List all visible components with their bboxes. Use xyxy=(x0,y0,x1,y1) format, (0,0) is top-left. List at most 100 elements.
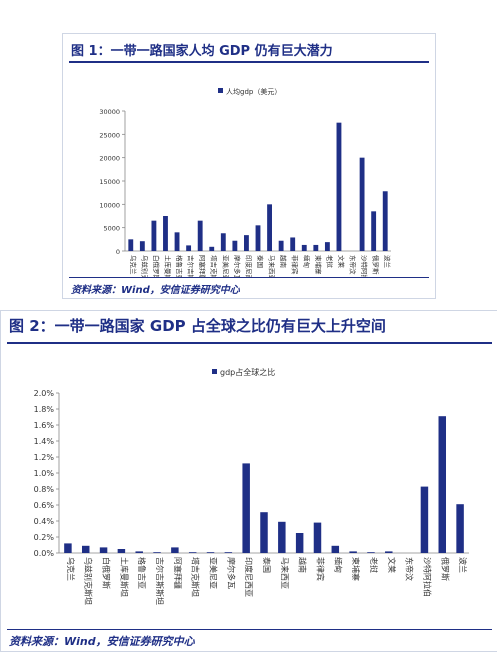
y-tick-label: 10000 xyxy=(99,201,120,209)
bar xyxy=(456,504,464,553)
category-label: 塔吉克斯坦 xyxy=(210,255,219,278)
y-tick-label: 1.6% xyxy=(34,421,55,430)
category-label: 格鲁吉亚 xyxy=(175,255,184,278)
bar xyxy=(359,157,365,251)
bar xyxy=(81,545,90,553)
category-label: 白俄罗斯 xyxy=(102,557,112,589)
source-rule xyxy=(69,277,429,278)
y-tick-label: 1.4% xyxy=(34,437,55,446)
category-label: 俄罗斯 xyxy=(440,557,450,581)
category-label: 越南 xyxy=(279,255,288,269)
bar xyxy=(349,551,357,553)
bar xyxy=(242,463,250,553)
bar xyxy=(209,246,215,251)
category-label: 缅甸 xyxy=(302,255,311,268)
bar xyxy=(117,549,126,553)
category-label: 白俄罗斯 xyxy=(152,255,161,278)
bar xyxy=(153,552,161,553)
category-label: 乌克兰 xyxy=(129,255,138,275)
category-label: 柬埔寨 xyxy=(314,255,323,275)
bar xyxy=(163,216,168,251)
y-tick-label: 5000 xyxy=(103,225,120,233)
category-label: 柬埔寨 xyxy=(351,557,361,581)
y-tick-label: 1.8% xyxy=(34,405,55,414)
bar xyxy=(128,239,134,251)
category-label: 文莱 xyxy=(387,557,397,573)
category-label: 阿塞拜疆 xyxy=(198,255,207,278)
chart-1-title: 图 1：一带一路国家人均 GDP 仍有巨大潜力 xyxy=(71,44,333,59)
bar xyxy=(244,235,249,251)
category-label: 格鲁吉亚 xyxy=(137,557,147,589)
bar xyxy=(371,211,377,251)
bar xyxy=(278,521,286,553)
bar xyxy=(224,552,233,553)
bar xyxy=(188,552,197,553)
category-label: 泰国 xyxy=(256,255,265,268)
category-label: 土库曼斯坦 xyxy=(163,255,172,278)
category-label: 老挝 xyxy=(325,255,334,269)
y-tick-label: 2.0% xyxy=(34,389,55,398)
chart-panel-1: 图 1：一带一路国家人均 GDP 仍有巨大潜力 人均gdp（美元） 0 5000 10… xyxy=(62,33,436,299)
y-tick-label: 30000 xyxy=(99,108,120,116)
bar xyxy=(197,220,203,251)
bar xyxy=(420,486,429,553)
legend: 人均gdp（美元） xyxy=(218,87,281,96)
bar xyxy=(336,122,342,251)
category-label: 东帝汶 xyxy=(349,255,358,275)
bar xyxy=(324,242,330,251)
category-label: 泰国 xyxy=(262,557,272,573)
bar xyxy=(260,512,268,553)
bar xyxy=(382,191,388,251)
bar xyxy=(64,543,72,553)
y-tick-label: 25000 xyxy=(99,131,120,139)
y-tick-label: 0.2% xyxy=(34,533,55,542)
category-label: 菲律宾 xyxy=(291,255,300,275)
category-label: 老挝 xyxy=(369,557,379,573)
y-tick-label: 0.6% xyxy=(34,501,55,510)
bar xyxy=(278,240,284,251)
category-label: 印度尼西亚 xyxy=(244,255,253,278)
bar xyxy=(206,552,215,553)
category-label: 沙特阿拉伯 xyxy=(422,557,432,597)
category-label: 塔吉克斯坦 xyxy=(191,557,201,597)
bar xyxy=(186,245,192,251)
bar xyxy=(174,232,180,251)
bar xyxy=(313,244,319,251)
bar xyxy=(232,240,238,251)
category-label: 缅甸 xyxy=(333,557,343,573)
category-label: 越南 xyxy=(298,557,308,573)
category-label: 俄罗斯 xyxy=(372,255,381,275)
bar xyxy=(295,533,304,553)
title-rule xyxy=(69,61,429,63)
y-tick-label: 0 xyxy=(116,248,120,256)
category-label: 马来西亚 xyxy=(268,255,276,278)
legend-label: gdp占全球之比 xyxy=(220,367,275,377)
chart-2-title: 图 2：一带一路国家 GDP 占全球之比仍有巨大上升空间 xyxy=(9,317,386,335)
category-label: 亚美尼亚 xyxy=(209,557,219,589)
bar xyxy=(255,225,261,251)
bar xyxy=(331,545,340,553)
category-label: 波兰 xyxy=(458,557,468,573)
y-tick-label: 0.8% xyxy=(34,485,55,494)
category-label: 土库曼斯坦 xyxy=(119,557,129,597)
bar xyxy=(151,220,157,251)
bar xyxy=(99,547,108,553)
chart-panel-2: 图 2：一带一路国家 GDP 占全球之比仍有巨大上升空间 gdp占全球之比 0.0… xyxy=(0,310,497,652)
bar xyxy=(301,244,307,251)
category-label: 乌克兰 xyxy=(66,557,76,581)
title-rule xyxy=(7,342,492,344)
category-label: 吉尔吉斯斯坦 xyxy=(187,255,196,278)
category-label: 波兰 xyxy=(383,255,392,269)
category-label: 乌兹别克斯坦 xyxy=(84,557,94,605)
y-tick-label: 0.0% xyxy=(34,549,55,558)
bar xyxy=(438,416,447,553)
bar xyxy=(220,233,226,251)
y-tick-label: 20000 xyxy=(99,155,120,163)
category-label: 沙特阿拉伯 xyxy=(360,255,369,278)
category-label: 印度尼西亚 xyxy=(244,557,254,597)
legend-label: 人均gdp（美元） xyxy=(226,87,281,96)
chart-1-source: 资料来源：Wind，安信证券研究中心 xyxy=(71,285,240,296)
bar xyxy=(290,237,296,251)
legend-swatch xyxy=(218,88,223,93)
category-label: 亚美尼亚 xyxy=(221,255,230,278)
